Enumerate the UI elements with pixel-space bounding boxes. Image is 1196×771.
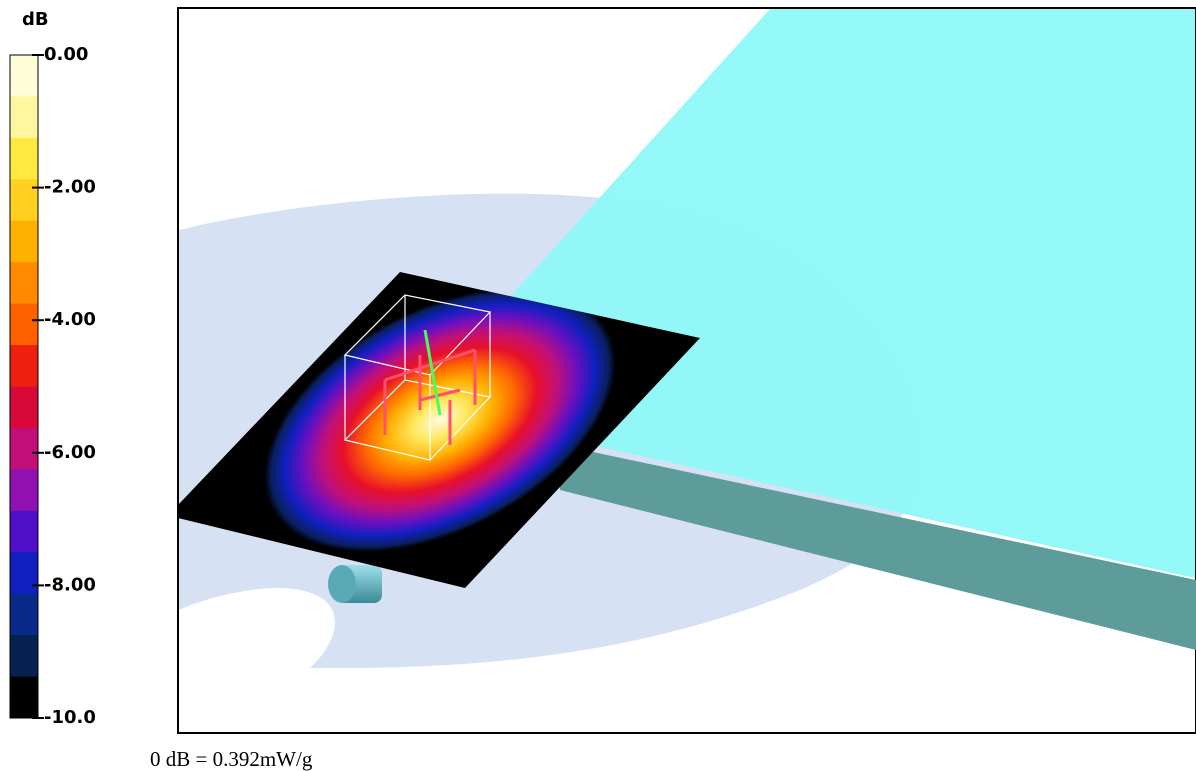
color-band xyxy=(10,220,38,263)
color-band xyxy=(10,469,38,512)
color-band xyxy=(10,427,38,470)
color-band xyxy=(10,552,38,595)
color-band xyxy=(10,593,38,636)
colorbar-unit: dB xyxy=(22,9,49,30)
tick-label: -10.0 xyxy=(44,707,96,728)
colorbar: dB 0.00 -2.00 -4.00 -6.00 -8.00 -10.0 xyxy=(9,9,96,728)
color-band xyxy=(10,55,38,97)
color-band xyxy=(10,386,38,429)
tick-label: -6.00 xyxy=(44,442,96,463)
color-band xyxy=(10,635,38,678)
sar-distribution xyxy=(264,288,616,552)
color-band xyxy=(10,96,38,139)
slab xyxy=(560,445,1196,650)
color-band xyxy=(10,345,38,387)
color-band xyxy=(10,137,38,180)
tick-label: -8.00 xyxy=(44,574,96,595)
plane xyxy=(480,9,1195,578)
tick-label: 0.00 xyxy=(44,44,88,65)
color-band xyxy=(10,303,38,346)
footnote: 0 dB = 0.392mW/g xyxy=(150,747,313,771)
color-band xyxy=(10,262,38,305)
tick-label: -4.00 xyxy=(44,309,96,330)
color-band xyxy=(10,179,38,222)
tick-label: -2.00 xyxy=(44,177,96,198)
color-band xyxy=(10,676,38,719)
probe-axis xyxy=(423,329,442,416)
cylinder-end xyxy=(328,565,356,603)
scene xyxy=(177,7,1196,734)
color-band xyxy=(10,510,38,553)
colorbar-frame xyxy=(9,54,39,719)
